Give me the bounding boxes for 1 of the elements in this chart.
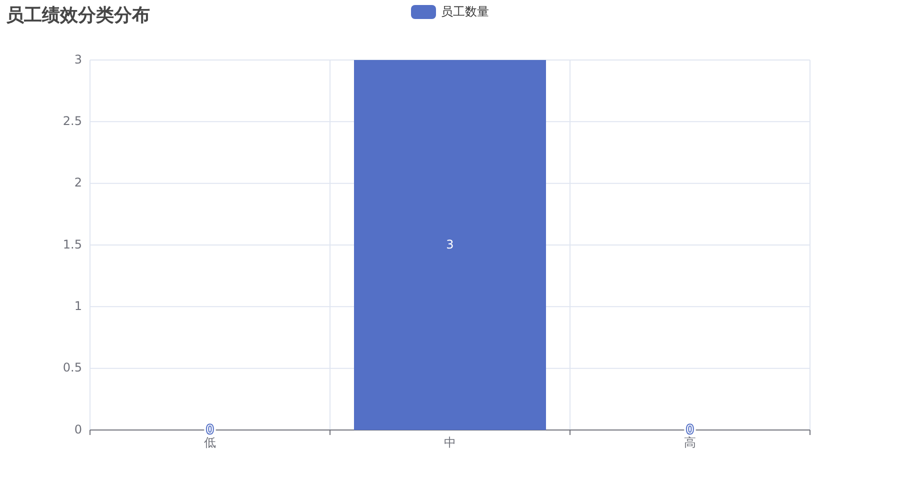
title: 员工绩效分类分布 [6,5,150,26]
